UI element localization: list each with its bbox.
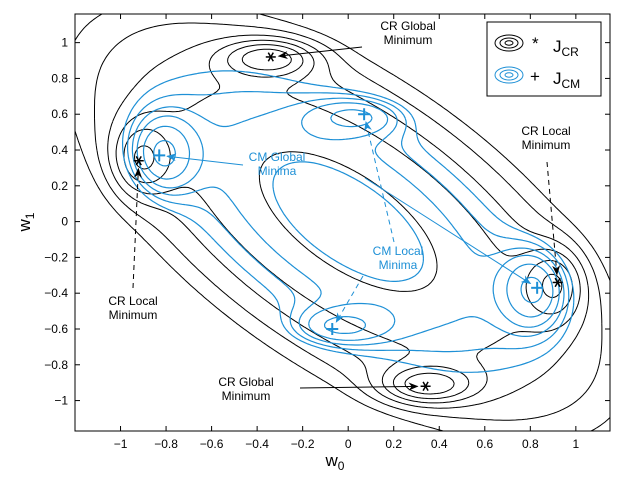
- x-tick-label: 0.4: [431, 437, 448, 451]
- x-tick-label: −0.4: [245, 437, 269, 451]
- cm-minimum-marker: [358, 108, 371, 121]
- y-tick-label: −0.8: [44, 358, 68, 372]
- y-tick-label: −1: [54, 394, 68, 408]
- annotation-label: CR Local: [521, 124, 570, 138]
- y-tick-label: −0.2: [44, 250, 68, 264]
- x-tick-label: −0.8: [154, 437, 178, 451]
- y-axis-label: w1: [15, 212, 37, 232]
- y-tick-label: 0.4: [51, 143, 68, 157]
- cr-contour-line: [134, 48, 563, 395]
- legend-entry-cm: + JCM: [494, 66, 580, 91]
- cr-minimum-marker: [552, 277, 563, 288]
- minima-markers: [133, 52, 563, 391]
- annotation-label: CR Global: [380, 19, 435, 33]
- cr-contour-line: [107, 34, 590, 409]
- annotation-label: Minimum: [109, 308, 158, 322]
- plot-frame: [74, 13, 611, 432]
- cm-contour-line: [122, 70, 575, 373]
- annotation-label: CR Global: [218, 375, 273, 389]
- legend-entry-cr: * JCR: [494, 34, 579, 59]
- cm-contour-line: [127, 91, 570, 353]
- annotation-label: CR Local: [108, 294, 157, 308]
- y-axis: −1 −0.8 −0.6 −0.4 −0.2 0 0.2 0.4 0.6 0.8 1: [44, 36, 610, 408]
- legend-cm-label: JCM: [553, 69, 580, 91]
- y-tick-label: 0.6: [51, 107, 68, 121]
- annotation-label: CM Local: [373, 244, 424, 258]
- annotation-arrow: [364, 121, 395, 243]
- legend-cm-marker: +: [530, 67, 540, 86]
- cm-minimum-marker: [326, 322, 339, 335]
- annotation-arrow: [277, 46, 363, 60]
- cm-contour-line: [136, 102, 560, 341]
- annotation-label: Minimum: [522, 138, 571, 152]
- cr-contour-line: [115, 39, 581, 404]
- legend: * JCR + JCM: [486, 21, 602, 97]
- x-tick-label: 1: [573, 437, 580, 451]
- cr-minimum-marker: [420, 381, 431, 391]
- cr-contour-lines: [74, 13, 611, 432]
- cm-contour-line: [142, 109, 554, 334]
- cm-contour-line: [153, 140, 544, 304]
- annotation-label: Minima: [258, 164, 297, 178]
- annotation-arrow: [166, 153, 244, 166]
- x-tick-label: 0.8: [522, 437, 539, 451]
- annotation-arrow: [546, 161, 561, 276]
- cm-minimum-marker: [531, 281, 544, 294]
- annotation-arrow: [364, 177, 532, 285]
- x-axis: −1 −0.8 −0.6 −0.4 −0.2 0 0.2 0.4 0.6 0.8 1: [114, 14, 580, 451]
- legend-cr-contour-icon: [494, 34, 524, 52]
- cm-minimum-marker: [153, 149, 166, 162]
- annotation-arrow: [335, 275, 364, 323]
- y-tick-label: 1: [61, 36, 68, 50]
- y-tick-label: −0.6: [44, 322, 68, 336]
- legend-box: [486, 21, 602, 97]
- y-tick-label: 0.8: [51, 71, 68, 85]
- legend-cr-label: JCR: [553, 37, 579, 59]
- annotation-label: Minima: [379, 258, 418, 272]
- annotation-arrow: [132, 167, 142, 289]
- cr-contour-line: [94, 22, 603, 421]
- annotation-label: Minimum: [384, 33, 433, 47]
- cm-contour-lines: [122, 70, 575, 373]
- x-tick-label: −0.6: [200, 437, 224, 451]
- x-tick-label: 0.2: [385, 437, 402, 451]
- cr-contour-line: [123, 44, 573, 400]
- cr-minimum-marker: [133, 156, 144, 166]
- annotation-label: CM Global: [249, 150, 306, 164]
- x-tick-label: −0.2: [291, 437, 315, 451]
- cr-contour-line: [74, 13, 611, 432]
- x-axis-label: w0: [325, 451, 345, 473]
- annotation-label: Minimum: [222, 389, 271, 403]
- x-tick-label: 0.6: [476, 437, 493, 451]
- legend-cr-marker: *: [532, 34, 539, 53]
- annotation-arrow: [299, 382, 419, 391]
- y-tick-label: −0.4: [44, 286, 68, 300]
- x-tick-label: −1: [114, 437, 128, 451]
- legend-cm-contour-icon: [494, 66, 524, 84]
- cm-contour-line: [131, 97, 565, 346]
- cr-minimum-marker: [265, 52, 276, 62]
- y-tick-label: 0.2: [51, 179, 68, 193]
- x-tick-label: 0: [345, 437, 352, 451]
- y-tick-label: 0: [61, 215, 68, 229]
